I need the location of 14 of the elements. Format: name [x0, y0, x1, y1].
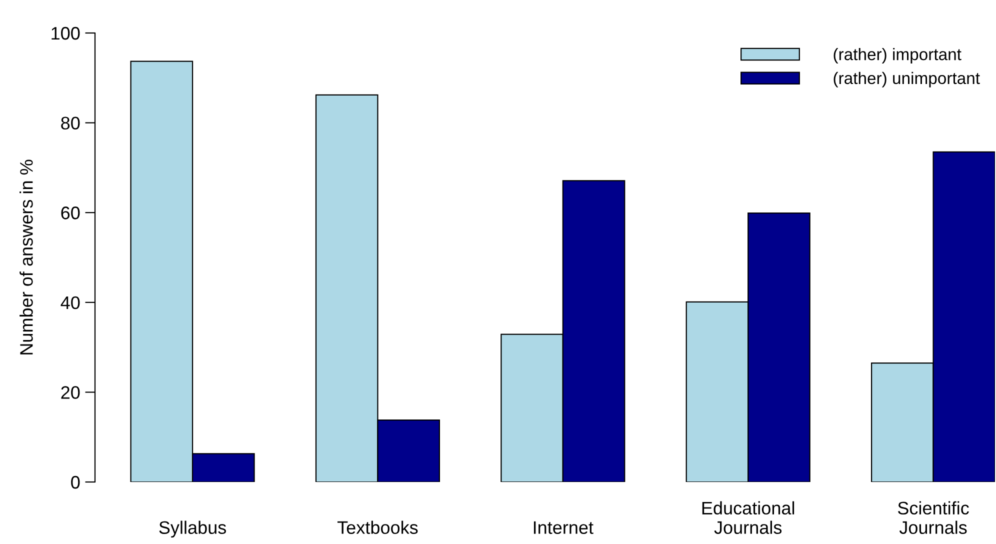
- x-tick-label: Textbooks: [337, 520, 418, 534]
- y-tick-label: 100: [52, 26, 80, 40]
- y-tick-label: 80: [61, 116, 80, 130]
- y-tick-label: 40: [60, 296, 80, 310]
- legend-label: (rather) important: [834, 48, 962, 64]
- x-tick-label: Internet: [534, 521, 594, 534]
- legend-label: (rather) unimportant: [834, 72, 980, 88]
- x-tick-label: Scientific Journals: [898, 501, 969, 534]
- y-tick-label: 60: [61, 206, 80, 220]
- x-tick-label: Educational Journals: [702, 501, 794, 534]
- y-axis-title: Number of answers in %: [20, 160, 33, 354]
- y-tick-label: 20: [61, 386, 80, 399]
- x-tick-label: Syllabus: [159, 520, 226, 538]
- y-tick-label: 0: [71, 476, 80, 489]
